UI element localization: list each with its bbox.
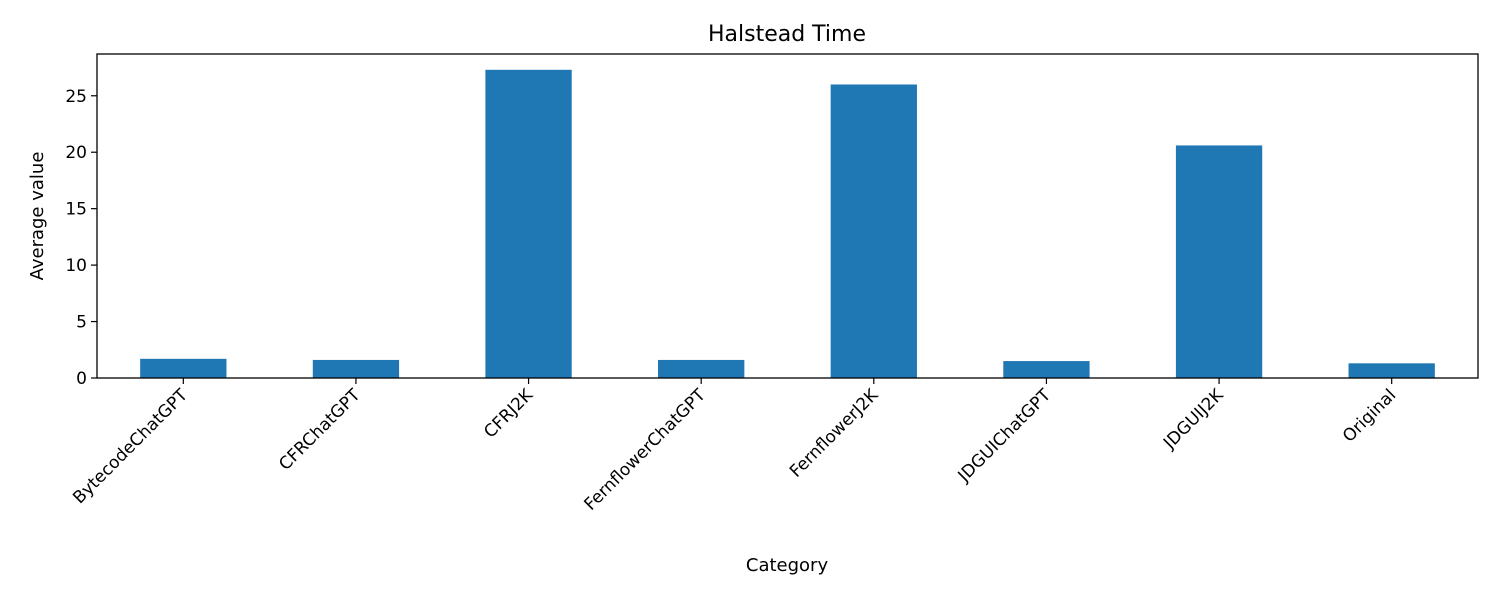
bar-cfrj2k: [485, 69, 572, 379]
x-tick-label: FernflowerJ2K: [786, 385, 883, 482]
bar-original: [1348, 363, 1435, 378]
bar-jdguij2k: [1175, 145, 1263, 378]
y-axis-label: Average value: [27, 152, 48, 281]
bar-cfrchatgpt: [312, 359, 400, 378]
x-tick-label: Original: [1339, 385, 1400, 446]
y-tick-label: 10: [65, 256, 87, 276]
y-tick-label: 5: [76, 313, 87, 333]
y-axis-ticks: 0 5 10 15 20 25: [65, 87, 97, 389]
bar-fernflowerchatgpt: [658, 359, 745, 378]
y-tick-label: 20: [65, 143, 87, 163]
x-tick-label: CFRJ2K: [480, 385, 537, 442]
y-tick-label: 15: [65, 200, 87, 220]
bars: [140, 69, 1435, 379]
x-tick-label: BytecodeChatGPT: [69, 385, 192, 508]
y-tick-label: 25: [65, 87, 87, 107]
y-tick-label: 0: [76, 369, 87, 389]
x-tick-label: JDGUIJ2K: [1159, 385, 1228, 454]
x-tick-label: CFRChatGPT: [275, 385, 365, 475]
x-tick-label: FernflowerChatGPT: [580, 385, 710, 515]
x-tick-label: JDGUIChatGPT: [954, 385, 1056, 487]
x-axis-label: Category: [746, 555, 829, 576]
x-axis-ticks: BytecodeChatGPT CFRChatGPT CFRJ2K Fernflowe…: [69, 378, 1400, 515]
bar-bytecodechatgpt: [140, 358, 227, 378]
bar-jdguichatgpt: [1003, 361, 1090, 378]
chart-title: Halstead Time: [708, 22, 866, 47]
bar-fernflowerj2k: [830, 84, 917, 378]
plot-frame: [96, 53, 1479, 379]
